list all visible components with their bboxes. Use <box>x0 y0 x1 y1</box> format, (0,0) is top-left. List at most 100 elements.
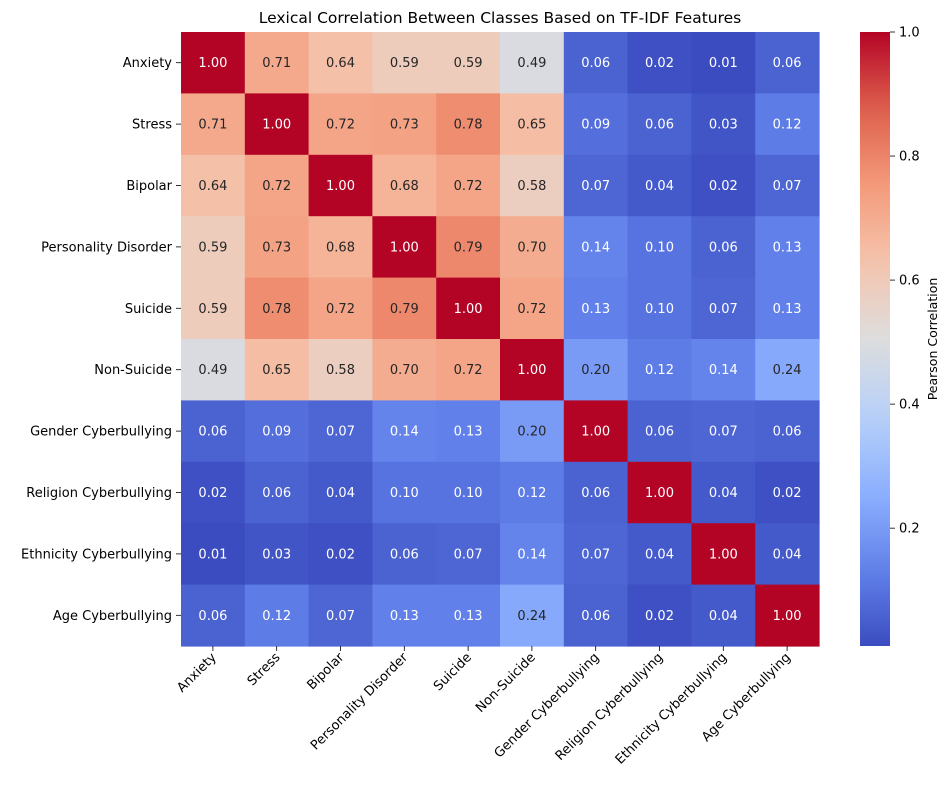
cell-value-label: 0.02 <box>645 609 674 624</box>
heatmap-cell <box>181 277 246 340</box>
cell-value-label: 1.00 <box>581 425 610 440</box>
column-label: Stress <box>245 650 284 689</box>
heatmap-cell <box>627 154 692 217</box>
cell-value-label: 0.04 <box>709 486 738 501</box>
heatmap-cell <box>436 216 501 279</box>
cell-value-label: 0.02 <box>198 486 227 501</box>
cell-value-label: 0.12 <box>262 609 291 624</box>
cell-value-label: 0.06 <box>645 118 674 133</box>
heatmap-cell <box>563 339 629 401</box>
heatmap-cell <box>691 93 756 156</box>
heatmap-cell <box>500 400 565 463</box>
cell-value-label: 0.06 <box>581 486 610 501</box>
colorbar: 0.2 0.4 0.6 0.8 1.0 Pearson Correlation <box>860 26 940 646</box>
heatmap-cell <box>563 461 629 524</box>
heatmap-cell <box>244 523 310 586</box>
cell-value-label: 0.79 <box>390 302 419 317</box>
column-label: Bipolar <box>304 650 347 693</box>
cell-value-label: 0.04 <box>773 547 802 562</box>
heatmap-cell <box>627 339 692 401</box>
heatmap-cell <box>308 339 373 401</box>
cell-value-label: 0.06 <box>709 240 738 255</box>
heatmap-cell <box>372 277 437 340</box>
cell-value-label: 0.13 <box>773 240 802 255</box>
cell-value-label: 0.59 <box>390 56 419 71</box>
cell-value-label: 0.10 <box>645 240 674 255</box>
heatmap-cell <box>436 584 501 647</box>
heatmap-cell <box>244 277 310 340</box>
heatmap-cell <box>500 461 565 524</box>
cell-value-label: 1.00 <box>454 302 483 317</box>
cell-value-label: 0.78 <box>262 302 291 317</box>
cell-value-label: 0.14 <box>581 240 610 255</box>
heatmap-cell <box>500 216 565 279</box>
heatmap-cell <box>436 523 501 586</box>
heatmap-cell <box>691 154 756 217</box>
heatmap-cell <box>627 93 692 156</box>
cell-value-label: 0.07 <box>709 302 738 317</box>
heatmap-cell <box>244 93 310 156</box>
heatmap-cell <box>563 523 629 586</box>
row-label: Bipolar <box>126 179 172 194</box>
heatmap-cell <box>308 154 373 217</box>
heatmap-cell <box>691 584 756 647</box>
row-label: Religion Cyberbullying <box>26 486 172 501</box>
heatmap-cell <box>308 277 373 340</box>
heatmap-cell <box>500 523 565 586</box>
row-label: Non-Suicide <box>94 363 172 378</box>
cell-value-label: 0.24 <box>517 609 546 624</box>
cell-value-label: 0.65 <box>517 118 546 133</box>
heatmap-cell <box>372 154 437 217</box>
cell-value-label: 0.06 <box>198 609 227 624</box>
heatmap-cell <box>755 93 820 156</box>
cell-value-label: 0.04 <box>645 179 674 194</box>
colorbar-tick-label: 0.2 <box>899 522 920 537</box>
column-label: Religion Cyberbullying <box>553 650 667 764</box>
heatmap-cell <box>755 277 820 340</box>
cell-value-label: 0.04 <box>326 486 355 501</box>
cell-value-label: 0.49 <box>198 363 227 378</box>
cell-value-label: 0.13 <box>454 425 483 440</box>
cell-value-label: 0.13 <box>390 609 419 624</box>
heatmap-cell <box>372 523 437 586</box>
heatmap-cell <box>181 216 246 279</box>
heatmap-cell <box>436 154 501 217</box>
cell-value-label: 0.70 <box>517 240 546 255</box>
cell-value-label: 1.00 <box>262 118 291 133</box>
row-label: Suicide <box>125 302 172 317</box>
cell-value-label: 0.13 <box>581 302 610 317</box>
cell-value-label: 0.02 <box>326 547 355 562</box>
cell-value-label: 0.72 <box>326 302 355 317</box>
cell-value-label: 0.65 <box>262 363 291 378</box>
cell-value-label: 0.06 <box>773 425 802 440</box>
heatmap-cell <box>181 154 246 217</box>
heatmap-cell <box>181 584 246 647</box>
heatmap-cell <box>755 154 820 217</box>
cell-value-label: 0.14 <box>709 363 738 378</box>
cell-value-label: 0.13 <box>773 302 802 317</box>
cell-value-label: 0.07 <box>709 425 738 440</box>
heatmap-cell <box>500 584 565 647</box>
cell-value-label: 0.72 <box>454 179 483 194</box>
cell-value-label: 0.59 <box>454 56 483 71</box>
cell-value-label: 0.07 <box>773 179 802 194</box>
heatmap-cell <box>436 461 501 524</box>
cell-value-label: 0.09 <box>581 118 610 133</box>
heatmap-cell <box>691 461 756 524</box>
heatmap-cell <box>563 154 629 217</box>
cell-value-label: 0.03 <box>262 547 291 562</box>
cell-value-label: 0.12 <box>517 486 546 501</box>
cell-value-label: 0.79 <box>454 240 483 255</box>
row-label: Ethnicity Cyberbullying <box>21 547 172 562</box>
heatmap-cell <box>691 216 756 279</box>
heatmap-cell <box>563 277 629 340</box>
colorbar-gradient <box>860 32 890 646</box>
cell-value-label: 0.68 <box>390 179 419 194</box>
cell-value-label: 0.64 <box>198 179 227 194</box>
heatmap-cell <box>755 32 820 94</box>
cell-value-label: 0.59 <box>198 240 227 255</box>
heatmap-cell <box>627 523 692 586</box>
cell-value-label: 0.07 <box>581 179 610 194</box>
heatmap-cell <box>372 93 437 156</box>
